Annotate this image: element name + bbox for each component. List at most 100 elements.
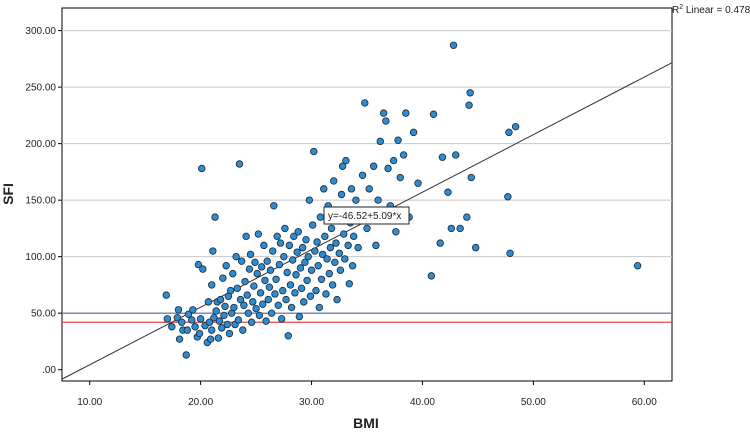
data-point [316,213,325,221]
data-point [447,224,455,233]
data-point [341,255,349,263]
data-point [340,230,348,238]
data-point [298,243,307,252]
data-point [304,252,312,261]
data-point [273,232,281,241]
data-point [174,306,183,314]
data-point [317,275,326,283]
data-point [182,351,190,359]
data-point [287,303,296,312]
data-point [254,230,263,238]
reference-lines [62,312,672,323]
data-point [330,177,338,185]
data-point [250,282,258,290]
data-point [384,164,392,173]
data-point [183,326,192,334]
data-point [274,301,282,309]
data-point [504,193,512,201]
data-point [204,298,213,306]
data-point [323,255,331,263]
data-point [337,190,346,199]
data-point [237,257,246,265]
data-point [226,286,235,295]
data-point [209,247,217,255]
data-point [332,239,340,247]
data-point [511,122,520,131]
data-point [449,41,458,49]
data-point [163,315,172,323]
data-point [191,323,199,331]
data-point [239,326,247,334]
x-tick-label: 30.00 [299,397,324,408]
data-point [311,247,319,255]
data-point [233,284,241,293]
x-tick-label: 10.00 [77,397,102,408]
data-point [302,236,310,244]
data-point [429,110,438,118]
data-point [277,315,286,323]
data-point [365,185,373,193]
data-point [267,309,276,317]
data-point [264,295,272,304]
data-point [218,324,226,332]
data-point [195,329,204,338]
data-point [322,290,330,298]
data-point [344,241,352,250]
data-point [392,228,400,236]
data-point [282,295,290,304]
data-point [241,277,249,286]
data-point [399,151,408,159]
data-point [173,314,182,322]
data-point [215,317,224,325]
data-point [208,281,216,289]
data-point [314,262,322,270]
data-point [232,252,240,261]
data-points [162,41,642,359]
data-point [409,128,418,137]
r2-label: R2 Linear = 0.478 [672,4,750,16]
data-point [280,252,288,261]
data-point [463,213,471,221]
data-point [382,117,390,125]
data-point [303,276,311,285]
data-point [243,291,251,299]
data-point [199,265,207,273]
x-axis-ticks: 10.00 20.00 30.00 40.00 50.00 60.00 [77,381,657,408]
data-point [456,224,464,233]
data-point [222,262,230,270]
data-point [242,232,250,241]
data-point [292,271,300,279]
data-point [394,136,402,144]
data-point [363,224,371,233]
y-tick-label: 300.00 [25,26,56,37]
data-point [212,307,220,315]
data-point [284,332,292,340]
data-point [396,173,404,182]
data-point [633,262,642,270]
y-tick-label: 200.00 [25,139,56,150]
data-point [369,162,378,170]
equation-text: y=-46.52+5.09*x [328,211,401,222]
data-point [253,269,261,278]
data-point [333,295,341,304]
data-point [336,266,345,274]
data-point [252,304,260,313]
data-point [312,286,320,295]
data-point [175,335,184,343]
y-axis-title: SFI [0,183,16,205]
data-point [269,247,277,255]
data-point [281,224,289,233]
x-tick-label: 50.00 [521,397,546,408]
data-point [310,147,318,156]
data-point [308,221,317,229]
data-point [211,213,219,221]
data-point [216,295,225,304]
x-tick-label: 40.00 [410,397,435,408]
data-point [162,291,170,299]
data-point [178,318,186,326]
data-point [465,101,473,109]
data-point [221,302,229,311]
data-point [318,250,327,259]
data-point [194,260,203,269]
